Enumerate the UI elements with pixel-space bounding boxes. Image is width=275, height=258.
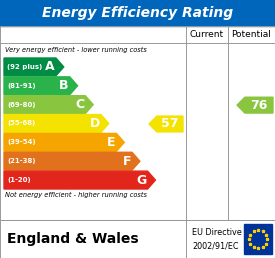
Text: G: G — [136, 174, 147, 187]
Text: Potential: Potential — [232, 30, 271, 39]
Text: (39-54): (39-54) — [7, 139, 36, 145]
Text: E: E — [107, 136, 116, 149]
Text: 76: 76 — [250, 99, 268, 112]
Text: 57: 57 — [161, 117, 179, 131]
Bar — [0, 0, 275, 26]
Text: (1-20): (1-20) — [7, 177, 31, 183]
Text: (21-38): (21-38) — [7, 158, 35, 164]
Polygon shape — [4, 152, 140, 170]
Polygon shape — [237, 97, 273, 113]
Text: F: F — [123, 155, 131, 168]
Polygon shape — [4, 133, 124, 151]
Text: 2002/91/EC: 2002/91/EC — [192, 241, 238, 250]
Text: C: C — [75, 98, 84, 111]
Bar — [0, 220, 275, 258]
Polygon shape — [4, 58, 64, 76]
Text: (55-68): (55-68) — [7, 120, 35, 126]
Text: Current: Current — [190, 30, 224, 39]
Text: (69-80): (69-80) — [7, 102, 35, 108]
Text: B: B — [59, 79, 69, 92]
Polygon shape — [4, 77, 78, 95]
Text: England & Wales: England & Wales — [7, 232, 139, 246]
Text: EU Directive: EU Directive — [192, 228, 242, 237]
Polygon shape — [4, 115, 109, 132]
Polygon shape — [4, 171, 155, 189]
Bar — [244, 224, 272, 254]
Text: D: D — [90, 117, 100, 130]
Text: A: A — [45, 60, 55, 74]
Bar — [0, 26, 275, 220]
Text: (81-91): (81-91) — [7, 83, 36, 89]
Text: Energy Efficiency Rating: Energy Efficiency Rating — [42, 6, 233, 20]
Text: Very energy efficient - lower running costs: Very energy efficient - lower running co… — [5, 47, 147, 53]
Text: (92 plus): (92 plus) — [7, 64, 42, 70]
Text: Not energy efficient - higher running costs: Not energy efficient - higher running co… — [5, 192, 147, 198]
Polygon shape — [4, 96, 93, 114]
Polygon shape — [149, 116, 183, 132]
